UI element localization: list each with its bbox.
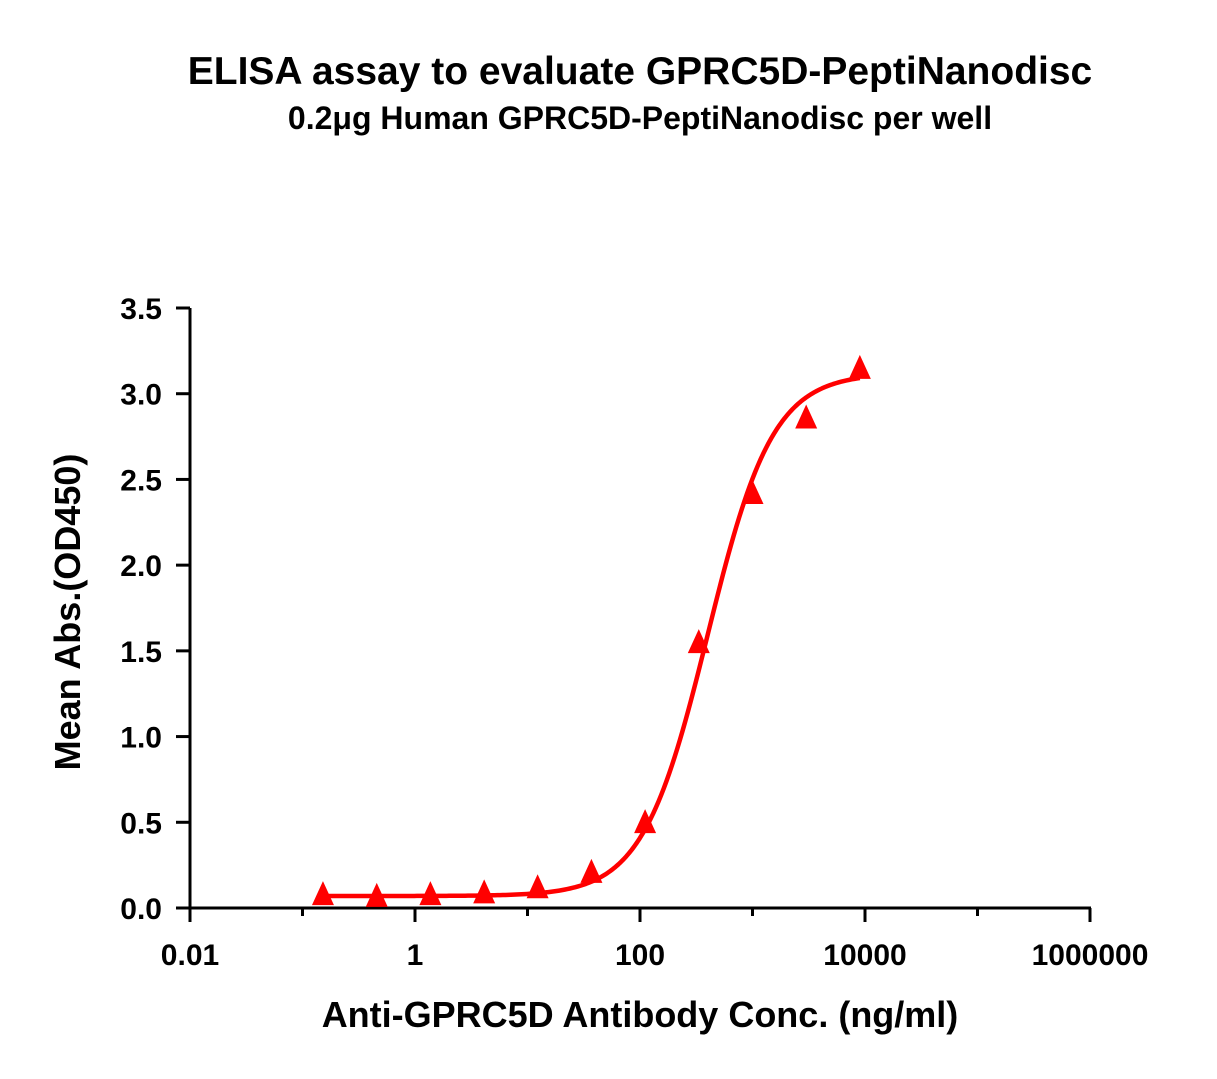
y-tick-label: 0.0 (120, 893, 162, 926)
data-point-marker (795, 404, 818, 429)
y-tick-label: 0.5 (120, 807, 162, 840)
y-tick-label: 1.5 (120, 636, 162, 669)
data-point-marker (848, 354, 871, 379)
y-tick-label: 2.5 (120, 464, 162, 497)
x-axis-label: Anti-GPRC5D Antibody Conc. (ng/ml) (322, 994, 959, 1035)
chart-subtitle: 0.2μg Human GPRC5D-PeptiNanodisc per wel… (288, 100, 992, 136)
x-tick-label: 10000 (823, 939, 906, 972)
y-tick-label: 3.0 (120, 379, 162, 412)
y-tick-label: 1.0 (120, 722, 162, 755)
x-tick-label: 1 (407, 939, 424, 972)
x-tick-label: 0.01 (161, 939, 219, 972)
data-point-marker (311, 881, 334, 906)
chart-title: ELISA assay to evaluate GPRC5D-PeptiNano… (188, 50, 1093, 93)
y-axis-label: Mean Abs.(OD450) (47, 454, 88, 771)
data-point-marker (526, 874, 549, 899)
data-point-marker (741, 479, 764, 504)
data-point-marker (687, 629, 710, 654)
x-tick-label: 100 (615, 939, 665, 972)
data-point-marker (365, 882, 388, 907)
y-tick-label: 2.0 (120, 550, 162, 583)
plot-area: 0.0 0.5 1.0 1.5 2.0 2.5 3.0 3.5 0.01 1 100 10000 100… (120, 293, 1148, 972)
fit-curve (322, 375, 861, 899)
data-point-marker (634, 809, 657, 834)
data-point-marker (419, 881, 442, 906)
data-point-marker (580, 858, 603, 883)
data-point-marker (473, 879, 496, 904)
x-tick-label: 1000000 (1032, 939, 1149, 972)
y-tick-label: 3.5 (120, 293, 162, 326)
